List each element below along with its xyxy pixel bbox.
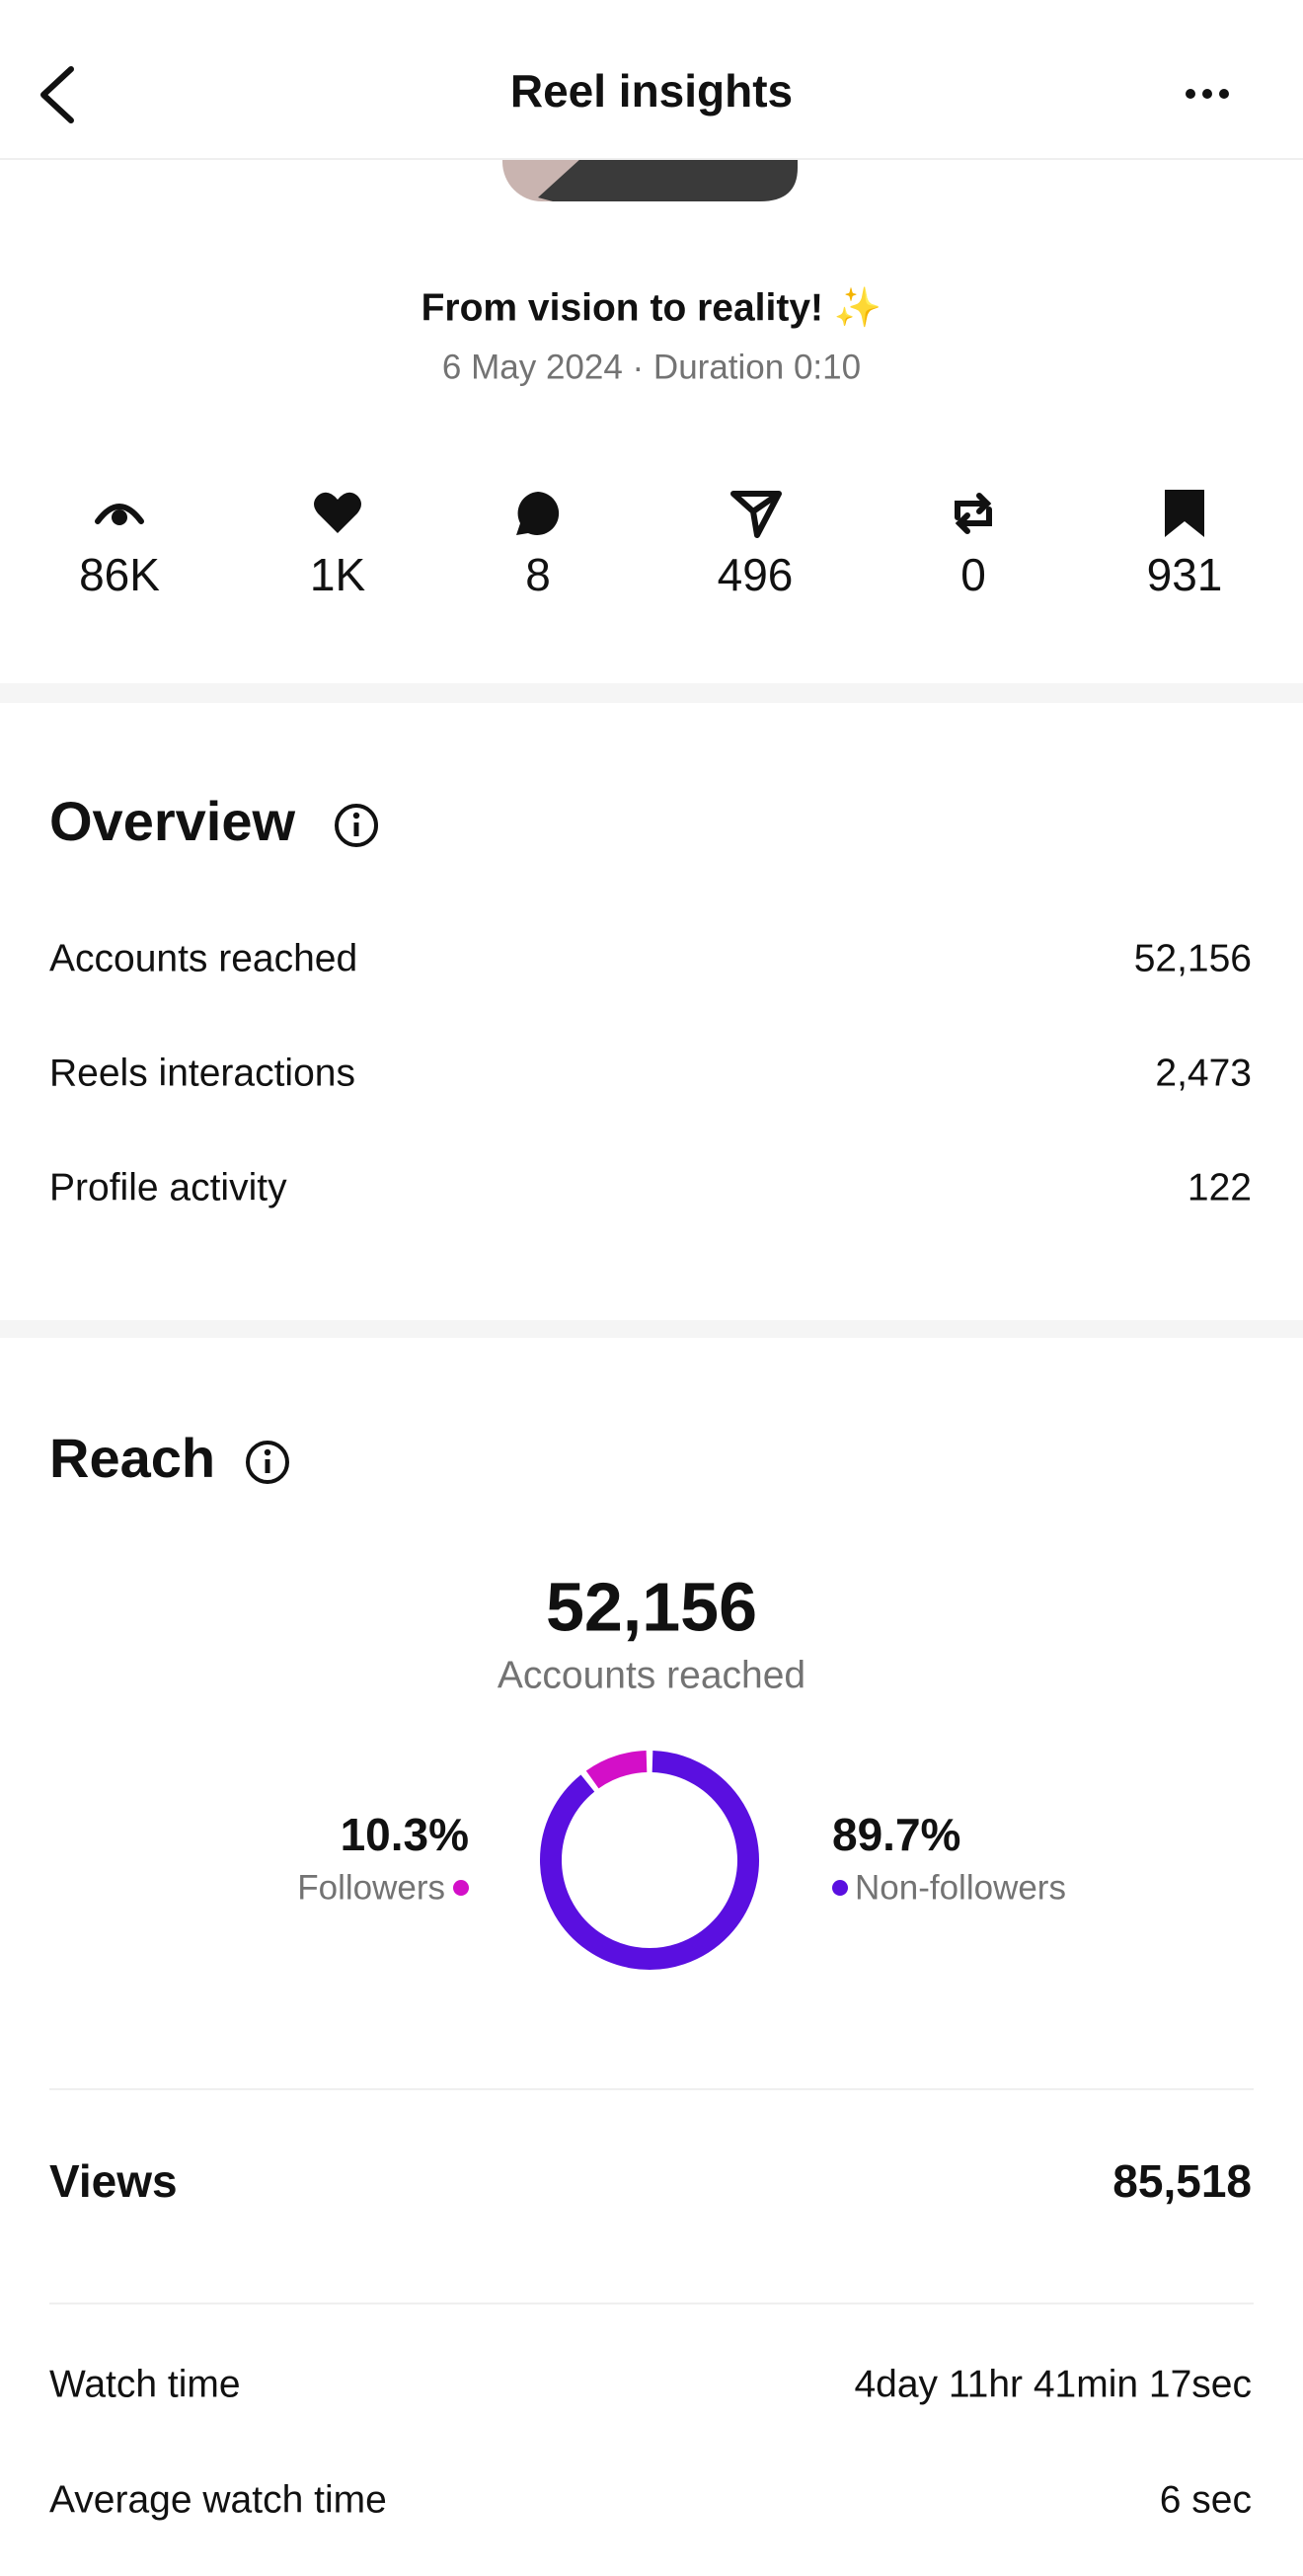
row-value: 4day 11hr 41min 17sec: [854, 2363, 1252, 2405]
stat-icons: [95, 490, 1204, 538]
row-value: 52,156: [1134, 937, 1252, 979]
reposts-icon: [955, 493, 992, 534]
thumbnail-detail: [538, 148, 798, 201]
stat-value: 8: [525, 549, 551, 600]
section-divider: [0, 683, 1303, 703]
post-meta: 6 May 2024 · Duration 0:10: [442, 348, 861, 386]
caption: From vision to reality! ✨: [422, 285, 882, 329]
back-button[interactable]: [40, 66, 74, 123]
legend-value: 10.3%: [341, 1809, 469, 1860]
row-label: Watch time: [49, 2363, 241, 2405]
legend-dot: [832, 1880, 848, 1896]
more-button[interactable]: [1186, 89, 1229, 99]
stat-value: 931: [1147, 549, 1223, 600]
shares-icon: [730, 491, 782, 538]
stat-value: 0: [960, 549, 986, 600]
row-value: 6 sec: [1160, 2478, 1252, 2521]
stat-value: 1K: [310, 549, 366, 600]
legend-label: Followers: [297, 1868, 445, 1907]
donut-segment: [540, 1751, 759, 1970]
legend-value: 89.7%: [832, 1809, 960, 1860]
reach-title: Reach: [49, 1427, 215, 1489]
legend-dot: [453, 1880, 469, 1896]
header-title: Reel insights: [510, 65, 793, 117]
stat-value: 86K: [79, 549, 160, 600]
header: [0, 0, 1303, 159]
donut-segment: [585, 1751, 648, 1789]
reach-total-label: Accounts reached: [498, 1654, 805, 1696]
row-label: Average watch time: [49, 2478, 387, 2521]
row-value: 2,473: [1155, 1052, 1252, 1094]
row-value: 122: [1188, 1166, 1252, 1209]
views-label: Views: [49, 2155, 178, 2207]
reach-total: 52,156: [546, 1568, 757, 1645]
overview-info[interactable]: [335, 804, 378, 847]
reach-info[interactable]: [246, 1441, 289, 1484]
row-label: Accounts reached: [49, 937, 357, 979]
views-icon: [95, 504, 144, 525]
section-divider: [0, 1320, 1303, 1338]
stat-value: 496: [718, 549, 794, 600]
row-label: Reels interactions: [49, 1052, 355, 1094]
legend-label: Non-followers: [855, 1868, 1066, 1907]
comments-icon: [516, 492, 560, 535]
likes-icon: [314, 492, 361, 533]
saves-icon: [1165, 490, 1204, 537]
views-value: 85,518: [1112, 2155, 1252, 2207]
row-label: Profile activity: [49, 1166, 287, 1209]
overview-title: Overview: [49, 790, 295, 852]
